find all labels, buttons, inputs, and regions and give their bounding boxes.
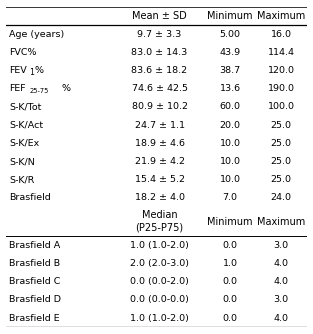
Text: Minimum: Minimum xyxy=(208,11,253,21)
Text: 25.0: 25.0 xyxy=(271,175,292,184)
Text: 0.0 (0.0-0.0): 0.0 (0.0-0.0) xyxy=(130,296,189,305)
Text: Mean ± SD: Mean ± SD xyxy=(132,11,187,21)
Text: 4.0: 4.0 xyxy=(274,259,289,268)
Text: 114.4: 114.4 xyxy=(268,48,295,57)
Text: Brasfield D: Brasfield D xyxy=(9,296,61,305)
Text: 20.0: 20.0 xyxy=(220,121,241,130)
Text: Median
(P25-P75): Median (P25-P75) xyxy=(136,210,183,233)
Text: Brasfield: Brasfield xyxy=(9,193,51,202)
Text: S-K/N: S-K/N xyxy=(9,157,35,166)
Text: Maximum: Maximum xyxy=(257,217,305,227)
Text: 4.0: 4.0 xyxy=(274,314,289,323)
Text: 80.9 ± 10.2: 80.9 ± 10.2 xyxy=(131,103,187,111)
Text: S-K/Tot: S-K/Tot xyxy=(9,103,42,111)
Text: 9.7 ± 3.3: 9.7 ± 3.3 xyxy=(137,29,182,38)
Text: 0.0: 0.0 xyxy=(223,241,238,250)
Text: 83.6 ± 18.2: 83.6 ± 18.2 xyxy=(131,66,187,75)
Text: 18.9 ± 4.6: 18.9 ± 4.6 xyxy=(135,139,184,148)
Text: 100.0: 100.0 xyxy=(268,103,295,111)
Text: 15.4 ± 5.2: 15.4 ± 5.2 xyxy=(135,175,184,184)
Text: 1.0 (1.0-2.0): 1.0 (1.0-2.0) xyxy=(130,314,189,323)
Text: 18.2 ± 4.0: 18.2 ± 4.0 xyxy=(135,193,184,202)
Text: 0.0 (0.0-2.0): 0.0 (0.0-2.0) xyxy=(130,277,189,286)
Text: FEF: FEF xyxy=(9,84,26,93)
Text: 43.9: 43.9 xyxy=(219,48,241,57)
Text: 10.0: 10.0 xyxy=(220,139,241,148)
Text: FVC%: FVC% xyxy=(9,48,37,57)
Text: 0.0: 0.0 xyxy=(223,296,238,305)
Text: 1.0: 1.0 xyxy=(223,259,238,268)
Text: 5.00: 5.00 xyxy=(220,29,241,38)
Text: Maximum: Maximum xyxy=(257,11,305,21)
Text: 21.9 ± 4.2: 21.9 ± 4.2 xyxy=(135,157,184,166)
Text: 83.0 ± 14.3: 83.0 ± 14.3 xyxy=(131,48,187,57)
Text: 3.0: 3.0 xyxy=(274,296,289,305)
Text: Brasfield E: Brasfield E xyxy=(9,314,60,323)
Text: 16.0: 16.0 xyxy=(271,29,292,38)
Text: 1: 1 xyxy=(29,68,34,77)
Text: 4.0: 4.0 xyxy=(274,277,289,286)
Text: S-K/Act: S-K/Act xyxy=(9,121,44,130)
Text: 13.6: 13.6 xyxy=(219,84,241,93)
Text: Minimum: Minimum xyxy=(208,217,253,227)
Text: S-K/Ex: S-K/Ex xyxy=(9,139,39,148)
Text: Brasfield C: Brasfield C xyxy=(9,277,61,286)
Text: 24.7 ± 1.1: 24.7 ± 1.1 xyxy=(135,121,184,130)
Text: 0.0: 0.0 xyxy=(223,277,238,286)
Text: 190.0: 190.0 xyxy=(268,84,295,93)
Text: 60.0: 60.0 xyxy=(220,103,241,111)
Text: 74.6 ± 42.5: 74.6 ± 42.5 xyxy=(131,84,187,93)
Text: 2.0 (2.0-3.0): 2.0 (2.0-3.0) xyxy=(130,259,189,268)
Text: 120.0: 120.0 xyxy=(268,66,295,75)
Text: 25.0: 25.0 xyxy=(271,139,292,148)
Text: Brasfield A: Brasfield A xyxy=(9,241,60,250)
Text: 7.0: 7.0 xyxy=(223,193,238,202)
Text: 0.0: 0.0 xyxy=(223,314,238,323)
Text: 25.0: 25.0 xyxy=(271,157,292,166)
Text: Brasfield B: Brasfield B xyxy=(9,259,60,268)
Text: FEV: FEV xyxy=(9,66,27,75)
Text: %: % xyxy=(35,66,44,75)
Text: 1.0 (1.0-2.0): 1.0 (1.0-2.0) xyxy=(130,241,189,250)
Text: 3.0: 3.0 xyxy=(274,241,289,250)
Text: 38.7: 38.7 xyxy=(219,66,241,75)
Text: Age (years): Age (years) xyxy=(9,29,64,38)
Text: 25-75: 25-75 xyxy=(29,88,49,94)
Text: 10.0: 10.0 xyxy=(220,157,241,166)
Text: %: % xyxy=(62,84,71,93)
Text: 10.0: 10.0 xyxy=(220,175,241,184)
Text: 25.0: 25.0 xyxy=(271,121,292,130)
Text: 24.0: 24.0 xyxy=(271,193,292,202)
Text: S-K/R: S-K/R xyxy=(9,175,35,184)
